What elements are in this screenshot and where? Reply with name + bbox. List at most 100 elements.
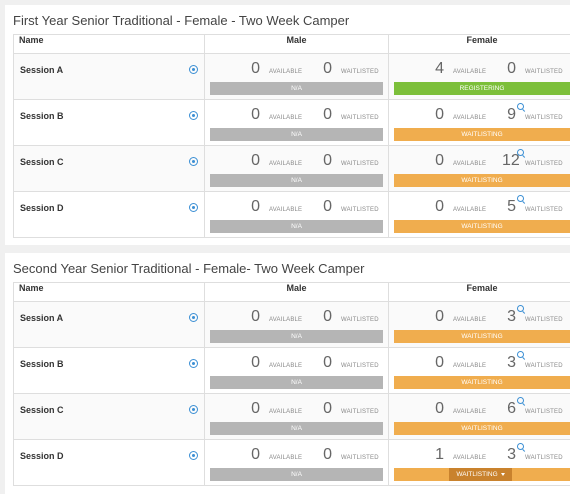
session-cell: Session A xyxy=(13,301,205,348)
status-dropdown-button[interactable]: WAITLISTING xyxy=(449,468,512,481)
info-icon[interactable] xyxy=(189,451,198,460)
waitlisted-label: WAITLISTED xyxy=(341,69,379,75)
status-bar: N/A xyxy=(210,468,383,481)
table-row: Session B 0 AVAILABLE 0 WAITLISTED N/A 0 AVAILA… xyxy=(13,347,570,394)
waitlisted-count: 0 xyxy=(323,60,332,77)
waitlisted-count: 0 xyxy=(323,446,332,463)
waitlisted-count: 3 xyxy=(507,354,516,371)
group-title: Second Year Senior Traditional - Female-… xyxy=(13,261,365,276)
table-row: Session C 0 AVAILABLE 0 WAITLISTED N/A 0 AVAILA… xyxy=(13,145,570,192)
available-label: AVAILABLE xyxy=(453,161,487,167)
female-header: Female xyxy=(388,282,570,302)
session-cell: Session D xyxy=(13,191,205,238)
waitlisted-label: WAITLISTED xyxy=(341,317,379,323)
status-bar: N/A xyxy=(210,330,383,343)
camp-group-panel-1: First Year Senior Traditional - Female -… xyxy=(5,5,570,245)
female-cell: 0 AVAILABLE 9 WAITLISTED WAITLISTING xyxy=(388,99,570,146)
status-bar: N/A xyxy=(210,82,383,95)
waitlisted-count: 5 xyxy=(507,198,516,215)
waitlisted-label: WAITLISTED xyxy=(525,115,563,121)
available-label: AVAILABLE xyxy=(269,363,303,369)
search-icon[interactable] xyxy=(517,195,524,202)
name-header: Name xyxy=(13,282,205,302)
status-bar: N/A xyxy=(210,174,383,187)
info-icon[interactable] xyxy=(189,313,198,322)
search-icon[interactable] xyxy=(517,103,524,110)
status-bar: REGISTERING xyxy=(394,82,570,95)
info-icon[interactable] xyxy=(189,111,198,120)
session-cell: Session A xyxy=(13,53,205,100)
session-cell: Session B xyxy=(13,99,205,146)
group-title: First Year Senior Traditional - Female -… xyxy=(13,13,350,28)
status-bar: N/A xyxy=(210,422,383,435)
session-name: Session A xyxy=(20,313,64,323)
table-row: Session D 0 AVAILABLE 0 WAITLISTED N/A 1 AVAILA… xyxy=(13,439,570,486)
available-count: 0 xyxy=(435,152,444,169)
session-name: Session C xyxy=(20,157,64,167)
info-icon[interactable] xyxy=(189,65,198,74)
table-header-row: Name Male Female xyxy=(13,34,570,54)
caret-down-icon xyxy=(500,472,505,476)
status-bar: WAITLISTING xyxy=(394,220,570,233)
female-cell: 0 AVAILABLE 3 WAITLISTED WAITLISTING xyxy=(388,301,570,348)
available-count: 0 xyxy=(435,106,444,123)
available-count: 0 xyxy=(251,400,260,417)
waitlisted-count: 3 xyxy=(507,308,516,325)
status-bar: WAITLISTING xyxy=(394,330,570,343)
available-count: 0 xyxy=(251,446,260,463)
table-row: Session B 0 AVAILABLE 0 WAITLISTED N/A 0 AVAILA… xyxy=(13,99,570,146)
male-cell: 0 AVAILABLE 0 WAITLISTED N/A xyxy=(204,439,389,486)
search-icon[interactable] xyxy=(517,305,524,312)
info-icon[interactable] xyxy=(189,359,198,368)
available-label: AVAILABLE xyxy=(269,69,303,75)
waitlisted-label: WAITLISTED xyxy=(525,161,563,167)
waitlisted-label: WAITLISTED xyxy=(341,455,379,461)
waitlisted-label: WAITLISTED xyxy=(525,317,563,323)
status-bar: N/A xyxy=(210,376,383,389)
status-bar: WAITLISTING xyxy=(394,128,570,141)
session-name: Session B xyxy=(20,359,64,369)
available-label: AVAILABLE xyxy=(453,207,487,213)
sessions-table: Name Male Female Session A 0 AVAILABLE 0 WAI… xyxy=(13,282,570,486)
info-icon[interactable] xyxy=(189,405,198,414)
camp-group-panel-2: Second Year Senior Traditional - Female-… xyxy=(5,253,570,494)
session-name: Session A xyxy=(20,65,64,75)
available-count: 1 xyxy=(435,446,444,463)
available-label: AVAILABLE xyxy=(269,455,303,461)
available-label: AVAILABLE xyxy=(269,409,303,415)
status-bar: WAITLISTING xyxy=(394,174,570,187)
male-header: Male xyxy=(204,34,389,54)
available-label: AVAILABLE xyxy=(453,455,487,461)
waitlisted-count: 12 xyxy=(502,152,520,169)
search-icon[interactable] xyxy=(517,351,524,358)
sessions-table: Name Male Female Session A 0 AVAILABLE 0 WAI… xyxy=(13,34,570,238)
session-cell: Session C xyxy=(13,145,205,192)
session-cell: Session B xyxy=(13,347,205,394)
available-label: AVAILABLE xyxy=(453,363,487,369)
session-cell: Session D xyxy=(13,439,205,486)
search-icon[interactable] xyxy=(517,397,524,404)
info-icon[interactable] xyxy=(189,157,198,166)
info-icon[interactable] xyxy=(189,203,198,212)
available-count: 0 xyxy=(435,308,444,325)
waitlisted-label: WAITLISTED xyxy=(341,161,379,167)
available-count: 0 xyxy=(435,354,444,371)
available-count: 0 xyxy=(435,400,444,417)
search-icon[interactable] xyxy=(517,149,524,156)
female-cell: 0 AVAILABLE 6 WAITLISTED WAITLISTING xyxy=(388,393,570,440)
waitlisted-count: 0 xyxy=(323,308,332,325)
search-icon[interactable] xyxy=(517,443,524,450)
table-row: Session A 0 AVAILABLE 0 WAITLISTED N/A 0 AVAILA… xyxy=(13,301,570,348)
session-cell: Session C xyxy=(13,393,205,440)
status-bar: WAITLISTING xyxy=(394,422,570,435)
available-count: 0 xyxy=(251,152,260,169)
name-header: Name xyxy=(13,34,205,54)
waitlisted-count: 0 xyxy=(323,198,332,215)
waitlisted-count: 0 xyxy=(323,106,332,123)
waitlisted-count: 0 xyxy=(323,400,332,417)
table-row: Session A 0 AVAILABLE 0 WAITLISTED N/A 4 AVAILA… xyxy=(13,53,570,100)
table-header-row: Name Male Female xyxy=(13,282,570,302)
table-row: Session C 0 AVAILABLE 0 WAITLISTED N/A 0 AVAILA… xyxy=(13,393,570,440)
female-cell: 0 AVAILABLE 12 WAITLISTED WAITLISTING xyxy=(388,145,570,192)
male-cell: 0 AVAILABLE 0 WAITLISTED N/A xyxy=(204,347,389,394)
